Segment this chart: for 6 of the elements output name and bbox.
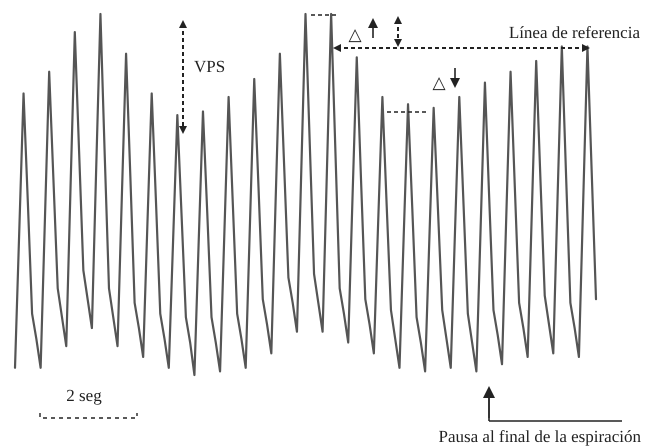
annotation: Línea de referencia	[508, 23, 640, 42]
annotation: △	[432, 73, 446, 92]
text: Pausa al final de la espiración	[438, 427, 642, 446]
annotation: △	[348, 25, 362, 44]
annotation: VPS	[194, 57, 226, 76]
text: 2 seg	[66, 386, 102, 405]
